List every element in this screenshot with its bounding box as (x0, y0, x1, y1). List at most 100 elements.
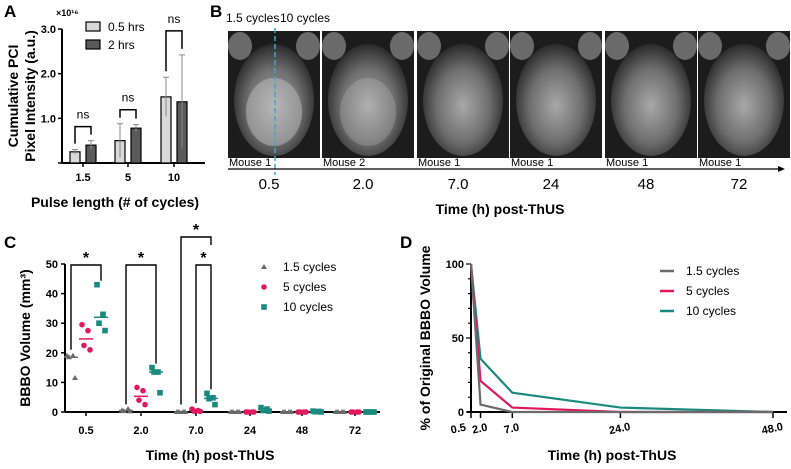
mri-strip: Mouse 1 0.5 Mouse 2 2.0 Mouse 1 7.0 Mouse 1 24 M… (228, 28, 790, 193)
d-ytick-label: 50 (452, 333, 464, 345)
d-legend-label: 1.5 cycles (686, 264, 739, 278)
mri-eye (766, 32, 790, 60)
mouse-label: Mouse 1 (229, 157, 271, 169)
mouse-label: Mouse 2 (323, 157, 365, 169)
c-point-circle (197, 408, 203, 415)
c-xtick-label: 48 (296, 425, 308, 437)
time-label: 2.0 (353, 176, 374, 193)
c-significance-star: * (200, 250, 207, 267)
mri-eye (417, 32, 441, 60)
c-point-circle (87, 347, 93, 353)
mouse-label: Mouse 1 (511, 157, 553, 169)
c-significance-bracket (70, 264, 102, 350)
c-point-square (96, 320, 102, 326)
d-series-line (469, 263, 773, 414)
d-legend-label: 5 cycles (686, 284, 729, 298)
a-legend-label: 0.5 hrs (108, 20, 145, 34)
c-legend-triangle-icon (261, 264, 267, 269)
a-ytick-label: 3.0 (41, 24, 56, 36)
time-label: 72 (731, 176, 748, 193)
chart-a: 1.0 2.0 3.0 1.5 ns 5 ns 10 ns 0.5 hrs 2 hrs (41, 12, 205, 184)
a-ns-bracket (74, 125, 92, 144)
d-xtick-label: 48.0 (761, 421, 784, 437)
mouse-label: Mouse 1 (418, 157, 460, 169)
c-point-square (102, 327, 108, 334)
a-xlabel: Pulse length (# of cycles) (31, 194, 199, 210)
c-xtick-label: 0.5 (78, 425, 93, 437)
d-xtick-label: 2.0 (471, 422, 488, 437)
c-significance-bracket (195, 264, 212, 404)
d-xtick-label: 24.0 (608, 421, 631, 437)
c-point-circle (134, 384, 140, 391)
c-significance-star: * (193, 222, 200, 239)
d-ylabel: % of Original BBBO Volume (417, 245, 433, 430)
c-significance-bracket (125, 264, 157, 405)
a-xtick-label: 5 (125, 172, 131, 184)
time-label: 7.0 (448, 176, 469, 193)
panel-label-a: A (4, 2, 16, 21)
a-ns-bracket (165, 30, 183, 72)
d-xtick-label: 7.0 (503, 422, 520, 437)
panel-label-b: B (210, 2, 222, 21)
c-point-square (100, 311, 106, 318)
chart-d: 0 50 100 0.5 2.0 7.0 24.0 48.0 1.5 cycles 5 cycle… (446, 259, 787, 437)
a-xtick-label: 10 (168, 172, 180, 184)
mri-eye (605, 32, 629, 60)
time-label: 0.5 (259, 176, 280, 193)
c-legend-circle-icon (261, 284, 267, 290)
c-xlabel: Time (h) post-ThUS (146, 447, 275, 463)
c-point-square (149, 364, 155, 371)
c-ytick-label: 30 (46, 318, 58, 330)
panel-label-c: C (4, 233, 16, 252)
mri-eye (673, 32, 697, 60)
c-xtick-label: 2.0 (133, 425, 148, 437)
c-xtick-label: 24 (244, 425, 257, 437)
d-xtick-label: 0.5 (450, 422, 467, 437)
c-xtick-label: 72 (349, 425, 361, 437)
mri-eye (485, 32, 509, 60)
mouse-label: Mouse 1 (699, 157, 741, 169)
c-significance-star: * (138, 250, 145, 267)
c-ytick-label: 50 (46, 259, 58, 271)
c-ytick-label: 10 (46, 377, 58, 389)
mri-brain-image (516, 44, 596, 156)
c-point-square (94, 281, 100, 288)
mri-eye (390, 32, 414, 60)
d-legend-label: 10 cycles (686, 304, 736, 318)
c-significance-star: * (83, 250, 90, 267)
mri-brain-image (611, 44, 691, 156)
a-legend-swatch (85, 39, 101, 50)
a-legend-swatch (85, 21, 101, 32)
a-yscale-label: ×10¹⁶ (56, 8, 78, 18)
c-legend-label: 5 cycles (283, 280, 326, 294)
mri-eye (322, 32, 346, 60)
time-label: 48 (638, 176, 655, 193)
a-ylabel-2: Pixel Intensity (a.u.) (22, 30, 38, 161)
mri-eye (578, 32, 602, 60)
d-ytick-label: 100 (446, 259, 464, 271)
c-point-circle (142, 401, 148, 408)
arrow-head-icon (778, 166, 785, 172)
a-ytick-label: 1.0 (41, 113, 56, 125)
b-right-tag: 10 cycles (280, 11, 330, 25)
c-point-triangle (72, 374, 78, 380)
c-significance-bracket (180, 236, 212, 405)
c-point-square (266, 408, 272, 414)
a-legend-label: 2 hrs (108, 38, 135, 52)
c-legend-label: 10 cycles (283, 300, 333, 314)
c-point-square (258, 404, 264, 411)
mri-eye (698, 32, 722, 60)
c-point-circle (136, 397, 142, 403)
c-ytick-label: 0 (52, 407, 58, 419)
mri-eye (296, 32, 320, 60)
contrast-enhancement (340, 78, 396, 146)
mri-brain-image (423, 44, 503, 156)
c-point-square (212, 401, 218, 408)
a-xtick-label: 1.5 (75, 172, 90, 184)
mri-brain-image (234, 44, 314, 156)
a-ns-label: ns (122, 91, 135, 105)
mri-eye (510, 32, 534, 60)
a-ns-label: ns (77, 108, 90, 122)
c-ytick-label: 20 (46, 348, 58, 360)
a-bar (130, 127, 142, 164)
